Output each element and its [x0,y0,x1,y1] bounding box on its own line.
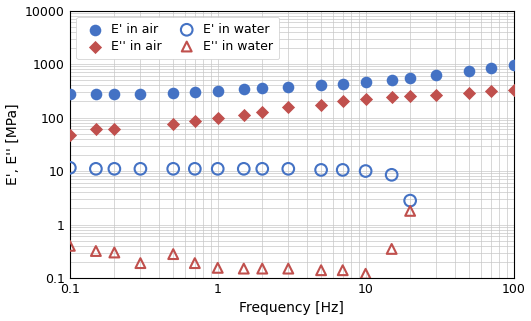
E' in water [110,166,118,171]
E'' in air [465,90,473,95]
E' in air [284,84,293,89]
E' in water [406,198,414,203]
E'' in water [338,268,347,273]
E'' in water [66,243,74,248]
E' in water [338,167,347,172]
E'' in air [258,110,267,115]
E'' in water [213,265,222,270]
E' in air [169,91,177,96]
E' in water [258,166,267,171]
E'' in air [213,115,222,120]
E'' in water [258,266,267,271]
E' in air [486,65,495,71]
Y-axis label: E', E'' [MPa]: E', E'' [MPa] [5,103,20,185]
E' in air [509,62,518,67]
E' in water [362,169,370,174]
E'' in air [66,133,74,138]
E' in water [136,166,144,171]
E' in air [191,90,199,95]
E' in air [136,92,144,97]
E'' in water [169,252,177,257]
E' in air [66,91,74,96]
E' in water [213,166,222,171]
E'' in water [362,271,370,276]
E' in air [317,82,326,87]
Legend: E' in air, E'' in air, E' in water, E'' in water: E' in air, E'' in air, E' in water, E'' … [76,17,279,59]
E' in air [239,87,248,92]
E'' in air [406,94,414,99]
E' in water [284,166,293,171]
E' in air [258,85,267,90]
E' in air [338,81,347,86]
E'' in air [388,95,396,100]
E'' in air [486,88,495,93]
E' in air [362,79,370,84]
E' in water [388,172,396,178]
E'' in air [338,99,347,104]
E'' in water [284,266,293,271]
E'' in water [191,261,199,266]
E' in air [388,77,396,82]
E'' in air [239,113,248,118]
E' in air [406,75,414,80]
E'' in water [136,261,144,266]
E' in air [213,88,222,93]
E' in water [239,166,248,171]
E'' in water [239,266,248,271]
E'' in air [509,87,518,92]
E'' in air [317,102,326,107]
X-axis label: Frequency [Hz]: Frequency [Hz] [239,301,344,316]
E'' in air [284,105,293,110]
E'' in water [317,268,326,273]
E' in water [191,166,199,171]
E'' in air [92,127,100,132]
E' in air [465,69,473,74]
E'' in air [362,97,370,102]
E' in water [66,165,74,170]
E'' in water [110,250,118,255]
E' in water [169,166,177,171]
E'' in water [388,246,396,251]
E'' in air [191,119,199,124]
E' in air [110,92,118,97]
E'' in water [406,208,414,213]
E' in water [92,166,100,171]
E' in air [92,92,100,97]
E'' in air [110,126,118,131]
E' in water [317,167,326,172]
E'' in air [169,122,177,127]
E'' in air [432,92,440,98]
E' in air [432,73,440,78]
E'' in water [92,248,100,254]
